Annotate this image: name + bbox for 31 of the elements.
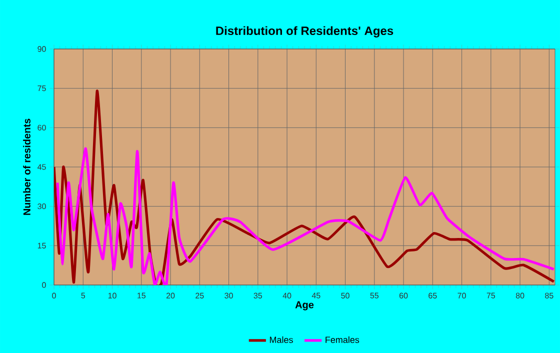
x-tick-label: 85 [545,292,554,298]
y-tick-label: 45 [38,164,46,170]
x-tick-label: 60 [399,292,408,298]
x-tick-label: 35 [254,292,262,298]
line-series [56,147,555,285]
y-tick-label: 15 [38,242,46,248]
y-axis-title: Number of residents [23,118,30,215]
x-tick-label: 50 [341,292,350,298]
x-tick-label: 0 [52,292,56,298]
legend-label: Females [326,336,360,343]
x-tick-label: 25 [196,292,204,298]
y-tick-label: 90 [38,46,46,52]
x-tick-label: 40 [282,292,292,298]
y-tick-label: 0 [42,282,46,288]
x-tick-label: 45 [312,292,320,298]
y-tick-label: 75 [38,86,46,92]
chart-title: Distribution of Residents' Ages [216,26,394,38]
x-axis-title: Age [295,301,314,310]
x-tick-label: 55 [370,292,379,298]
x-tick-label: 70 [458,292,466,298]
x-tick-label: 75 [486,292,496,298]
x-tick-label: 10 [108,292,116,298]
y-tick-label: 60 [38,124,46,130]
x-tick-label: 65 [428,292,437,298]
x-tick-label: 5 [81,292,86,298]
y-tick-label: 30 [38,203,46,210]
x-tick-label: 80 [516,292,524,298]
x-tick-label: 15 [138,292,146,298]
legend-label: Males [270,336,293,343]
x-tick-label: 30 [224,292,233,298]
x-tick-label: 20 [166,292,175,298]
